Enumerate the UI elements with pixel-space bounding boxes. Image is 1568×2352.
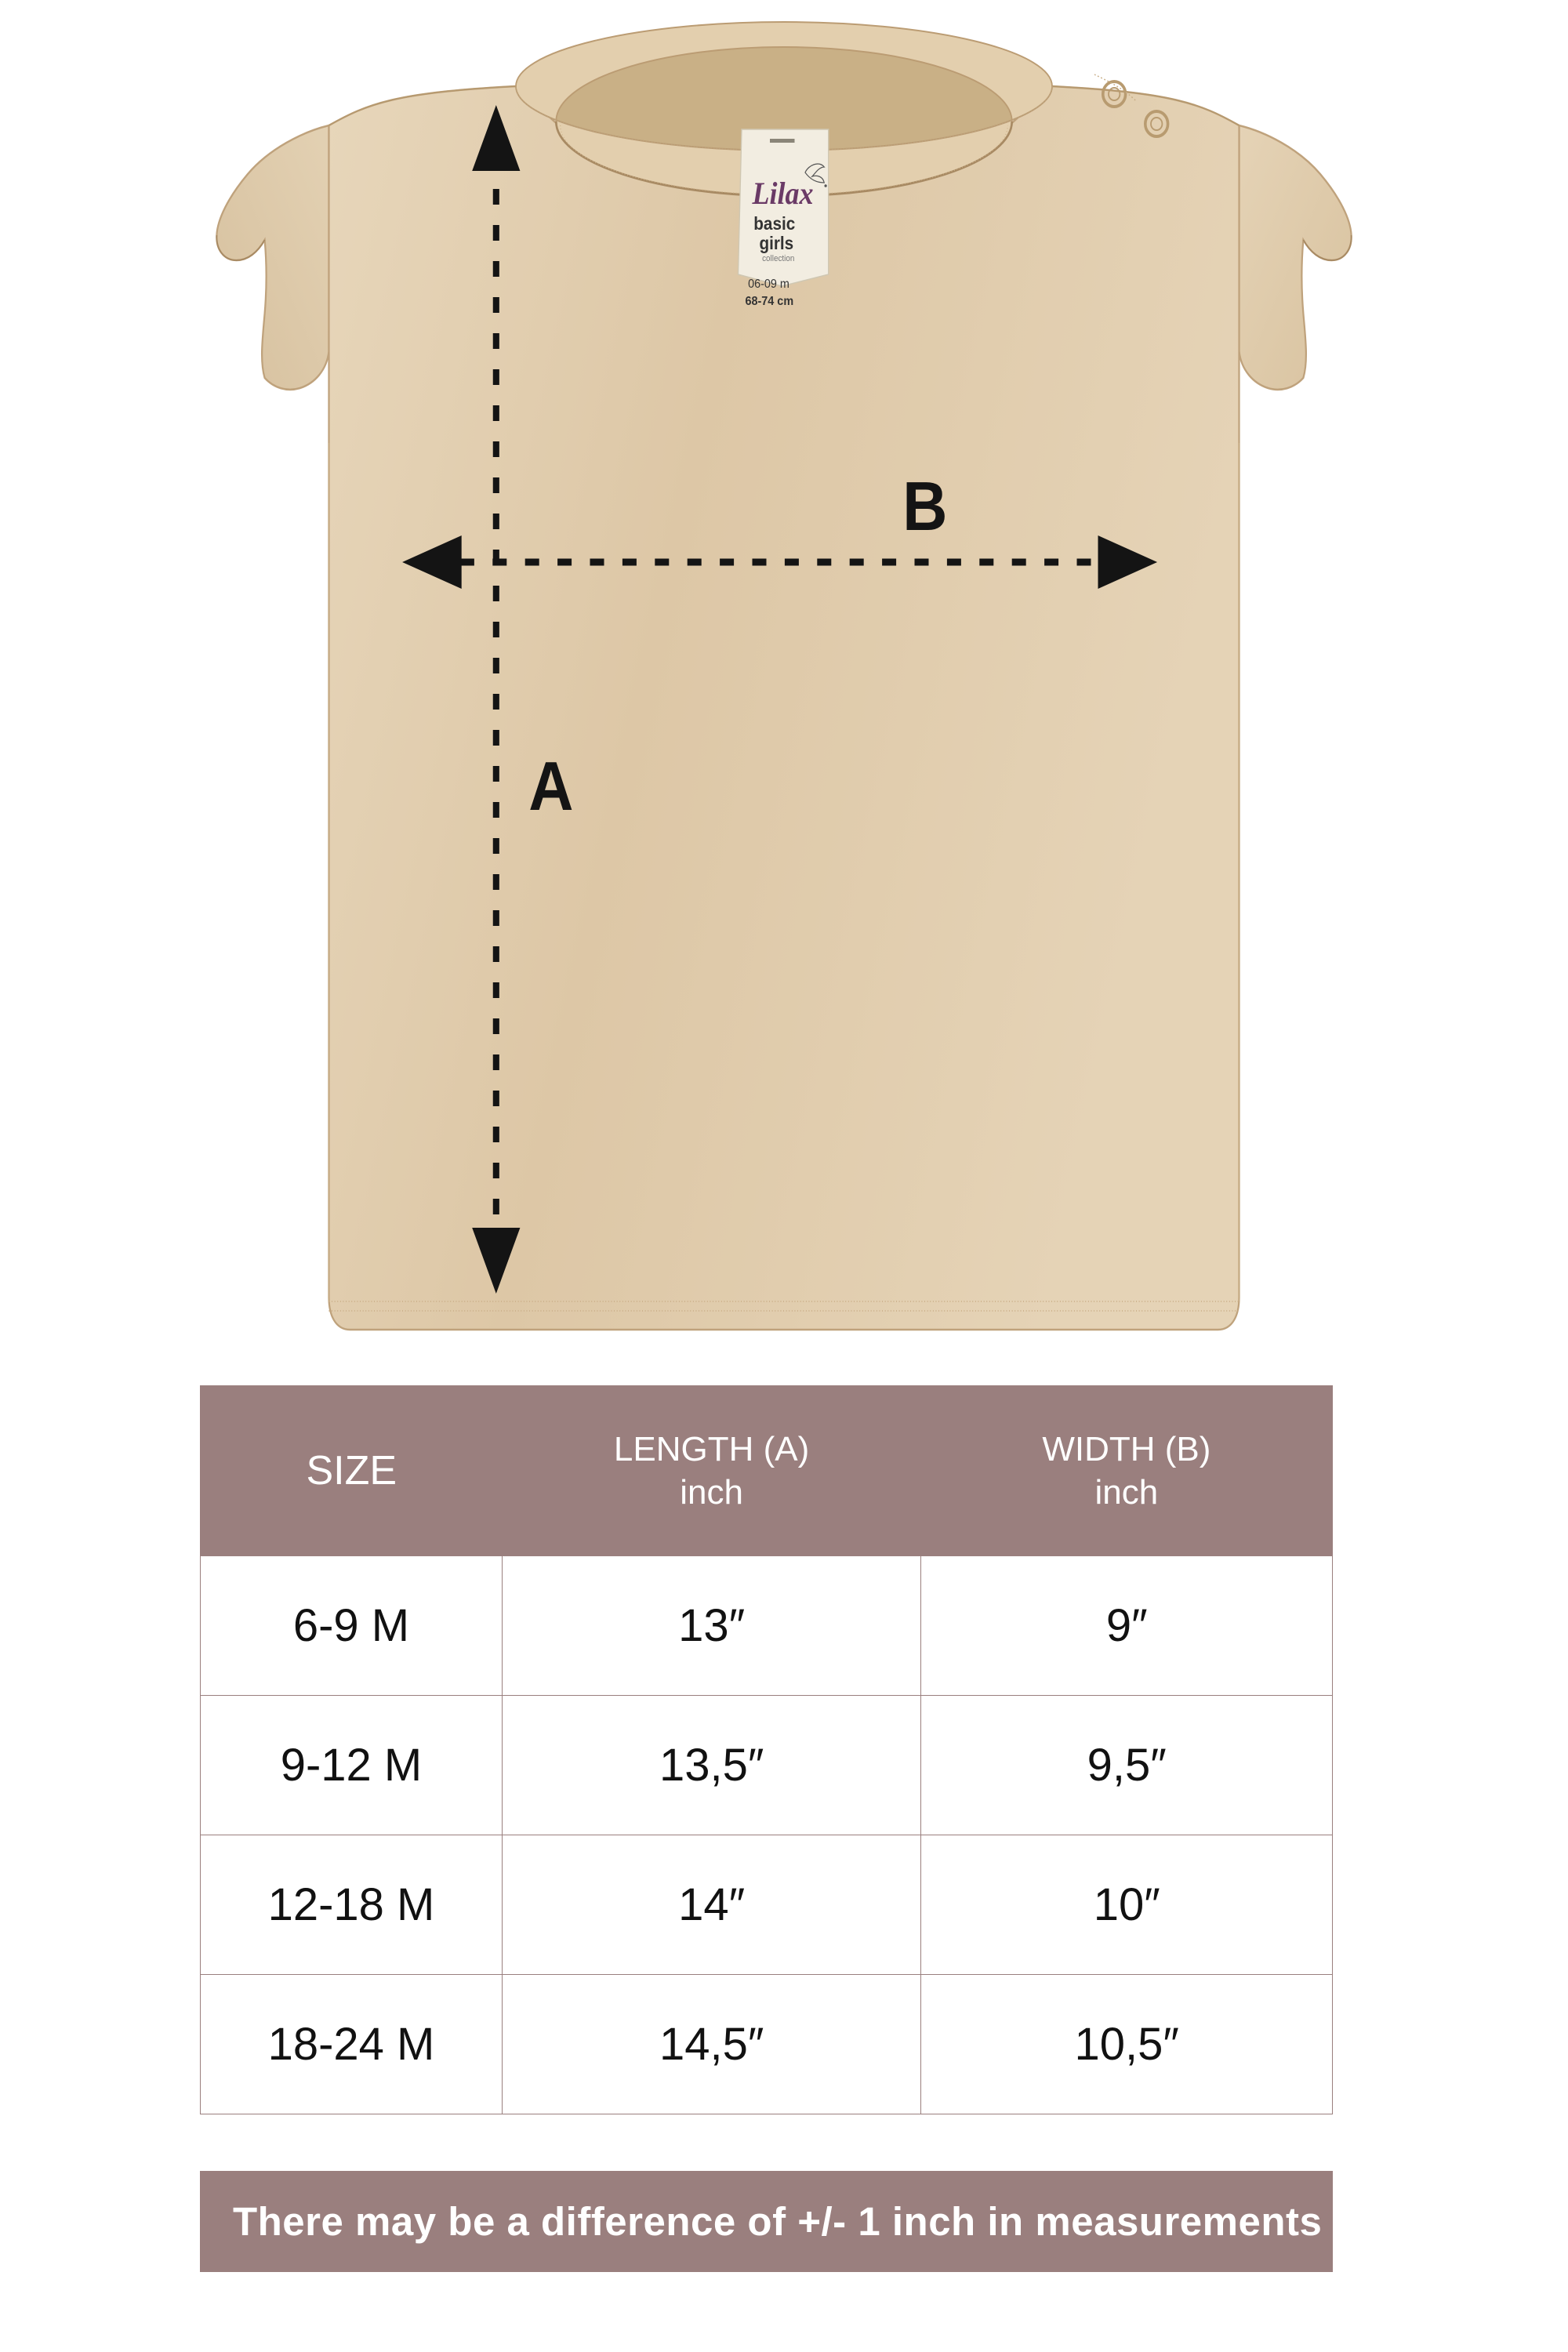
- svg-text:A: A: [528, 747, 573, 825]
- svg-text:B: B: [902, 467, 947, 545]
